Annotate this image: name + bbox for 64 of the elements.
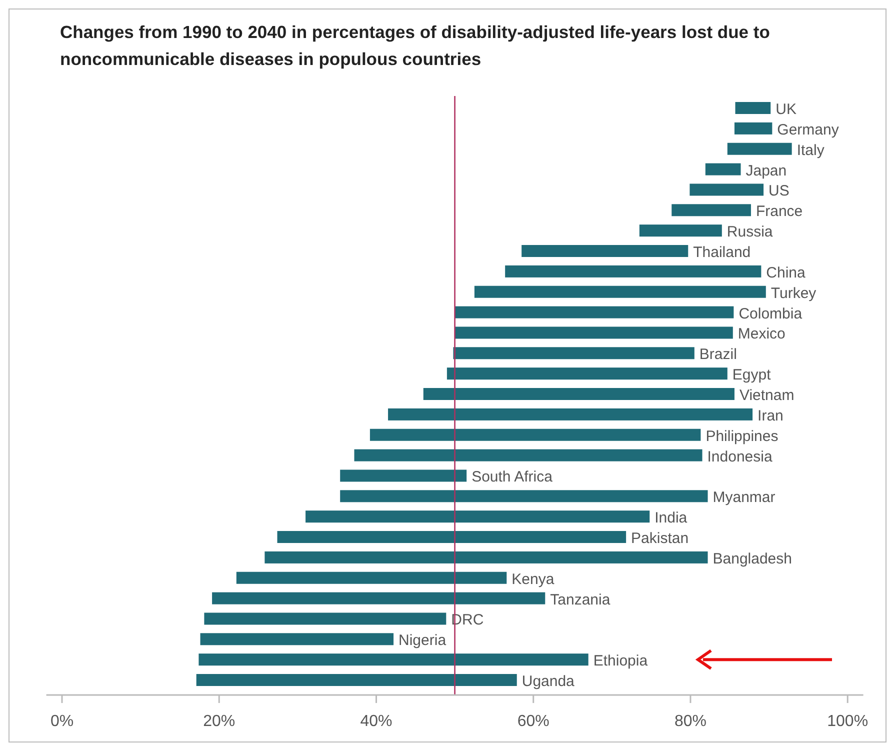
x-tick-label: 100%	[827, 713, 868, 730]
bar	[196, 674, 517, 686]
bar	[370, 428, 701, 441]
bar	[505, 265, 762, 278]
bar	[672, 204, 751, 216]
x-tick-label: 80%	[674, 713, 706, 730]
bar	[735, 102, 771, 114]
y-tick-label: Russia	[726, 224, 774, 241]
y-tick-label: Indonesia	[707, 448, 773, 466]
y-tick-label: South Africa	[472, 468, 554, 486]
bar	[200, 633, 394, 646]
bar	[423, 388, 734, 400]
bar	[306, 510, 650, 523]
bar	[734, 122, 772, 134]
chart-title: Changes from 1990 to 2040 in percentages of disability-adjusted life-years lost due to noncommunicable diseases in populous countries	[60, 22, 770, 69]
bar	[340, 470, 467, 482]
y-tick-label: Bangladesh	[712, 550, 792, 568]
bar	[388, 408, 753, 420]
y-tick-label: Colombia	[738, 305, 803, 322]
y-tick-label: Egypt	[732, 366, 772, 384]
bar	[454, 326, 733, 339]
y-tick-label: Ethiopia	[593, 652, 648, 670]
x-tick-label: 20%	[203, 713, 236, 730]
y-tick-label: Pakistan	[631, 530, 689, 547]
bar	[727, 142, 792, 155]
bar	[474, 286, 766, 298]
bar	[522, 245, 688, 257]
y-tick-label: Vietnam	[739, 387, 794, 404]
y-tick-label: China	[766, 264, 806, 282]
bar	[212, 592, 546, 604]
y-tick-label: Japan	[746, 162, 787, 180]
y-tick-label: Germany	[777, 121, 840, 138]
bar	[198, 654, 588, 666]
y-tick-label: UK	[776, 101, 796, 118]
bar	[264, 551, 708, 564]
y-tick-label: Tanzania	[550, 591, 611, 608]
y-tick-label: Kenya	[512, 570, 555, 588]
y-tick-label: Mexico	[738, 326, 786, 343]
bar	[690, 184, 764, 196]
y-tick-label: Italy	[796, 142, 825, 159]
bar	[446, 368, 728, 380]
y-tick-label: India	[654, 510, 688, 527]
x-tick-label: 40%	[360, 713, 392, 730]
bar	[705, 163, 741, 176]
x-tick-label: 60%	[517, 713, 550, 730]
bar	[277, 531, 626, 543]
bar	[354, 449, 702, 462]
bar	[236, 572, 507, 584]
bar	[453, 347, 694, 360]
y-tick-label: France	[756, 203, 803, 220]
y-tick-label: Philippines	[706, 428, 778, 445]
y-tick-label: Iran	[758, 407, 784, 424]
y-tick-label: Myanmar	[712, 489, 776, 506]
y-tick-label: US	[768, 182, 790, 200]
x-tick-label: 0%	[50, 713, 74, 730]
y-tick-label: Uganda	[522, 673, 576, 690]
y-tick-label: Turkey	[770, 284, 817, 302]
bar	[639, 224, 722, 237]
bar	[340, 490, 708, 502]
y-tick-label: Nigeria	[398, 632, 447, 650]
bar	[454, 306, 734, 318]
y-tick-label: Brazil	[699, 346, 737, 364]
y-tick-label: Thailand	[693, 244, 751, 261]
bar	[204, 612, 446, 625]
